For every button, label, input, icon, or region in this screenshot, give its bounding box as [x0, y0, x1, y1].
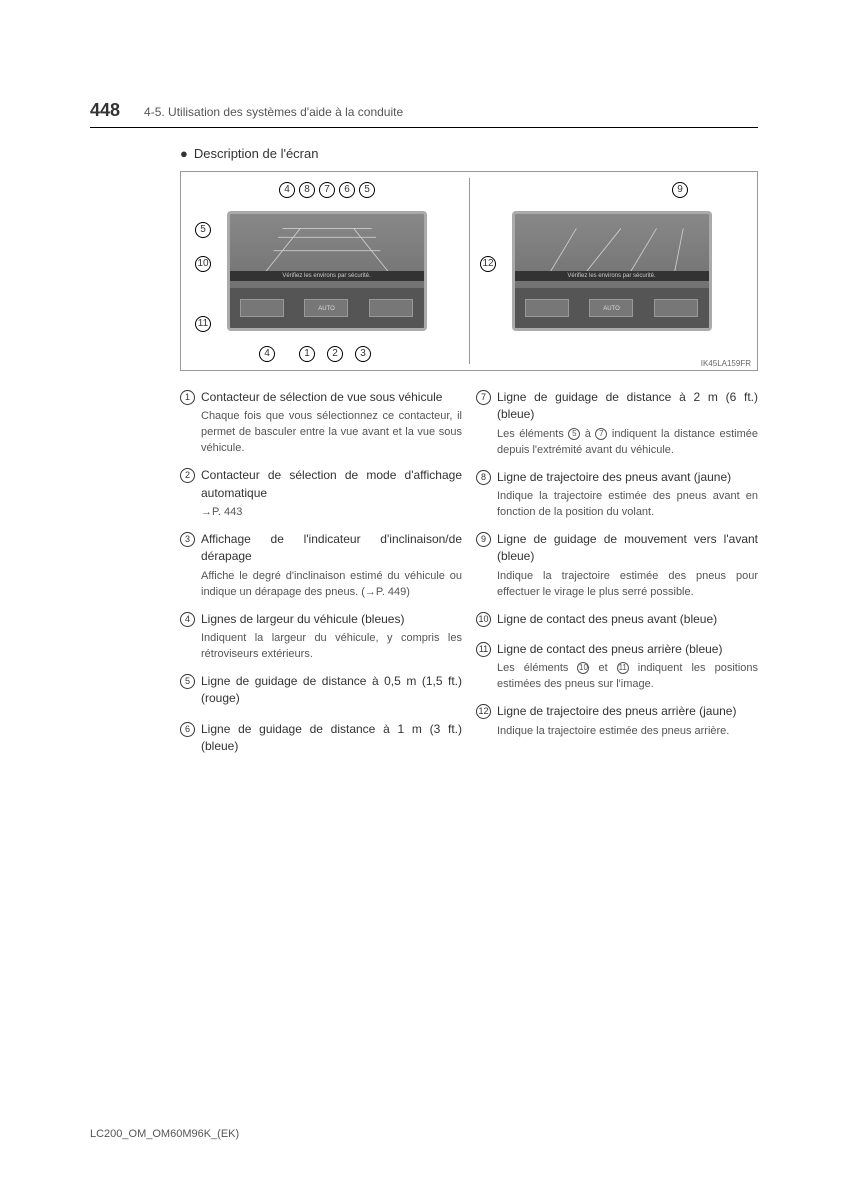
item-number: 6: [180, 722, 195, 737]
figure-right: Vérifiez les environs par sécurité. AUTO…: [472, 178, 751, 364]
callout: 1: [299, 346, 315, 362]
list-item: 10 Ligne de contact des pneus avant (bleu…: [476, 611, 758, 631]
btn-1: [525, 299, 569, 317]
callout: 5: [195, 222, 211, 238]
item-body: Ligne de trajectoire des pneus arrière (…: [497, 703, 758, 739]
btn-1: [240, 299, 284, 317]
callout: 6: [339, 182, 355, 198]
btn-auto: AUTO: [589, 299, 633, 317]
item-body: Contacteur de sélection de mode d'affich…: [201, 467, 462, 521]
right-column: 7 Ligne de guidage de distance à 2 m (6 f…: [476, 389, 758, 768]
item-body: Ligne de guidage de distance à 0,5 m (1,…: [201, 673, 462, 711]
item-number: 8: [476, 470, 491, 485]
item-number: 5: [180, 674, 195, 689]
page-header: 448 4-5. Utilisation des systèmes d'aide…: [90, 100, 758, 128]
item-number: 3: [180, 532, 195, 547]
item-body: Ligne de guidage de distance à 2 m (6 ft…: [497, 389, 758, 459]
callout: 2: [327, 346, 343, 362]
screen-controls: AUTO: [515, 288, 709, 328]
item-desc: Indique la trajectoire estimée des pneus…: [497, 489, 758, 521]
callout: 3: [355, 346, 371, 362]
item-number: 12: [476, 704, 491, 719]
list-item: 9 Ligne de guidage de mouvement vers l'av…: [476, 531, 758, 601]
item-title: Affichage de l'indicateur d'inclinaison/…: [201, 531, 462, 566]
callout: 7: [319, 182, 335, 198]
subheading: Description de l'écran: [180, 146, 758, 161]
figure-divider: [469, 178, 470, 364]
item-desc: Affiche le degré d'inclinaison estimé du…: [201, 569, 462, 601]
item-body: Ligne de guidage de mouvement vers l'ava…: [497, 531, 758, 601]
figure-left: Vérifiez les environs par sécurité. AUTO…: [187, 178, 466, 364]
item-title: Ligne de guidage de distance à 2 m (6 ft…: [497, 389, 758, 424]
warning-band: Vérifiez les environs par sécurité.: [515, 271, 709, 281]
item-number: 1: [180, 390, 195, 405]
item-body: Affichage de l'indicateur d'inclinaison/…: [201, 531, 462, 601]
callout: 5: [359, 182, 375, 198]
page-number: 448: [90, 100, 120, 121]
item-title: Contacteur de sélection de vue sous véhi…: [201, 389, 462, 406]
list-item: 4 Lignes de largeur du véhicule (bleues) I…: [180, 611, 462, 663]
item-desc: Indique la trajectoire estimée des pneus…: [497, 724, 758, 740]
item-title: Ligne de contact des pneus arrière (bleu…: [497, 641, 758, 658]
callout: 10: [195, 256, 211, 272]
left-column: 1 Contacteur de sélection de vue sous véh…: [180, 389, 462, 768]
guide-lines-icon: [525, 224, 699, 273]
list-item: 7 Ligne de guidage de distance à 2 m (6 f…: [476, 389, 758, 459]
item-number: 9: [476, 532, 491, 547]
list-item: 5 Ligne de guidage de distance à 0,5 m (1…: [180, 673, 462, 711]
list-item: 2 Contacteur de sélection de mode d'affic…: [180, 467, 462, 521]
list-item: 1 Contacteur de sélection de vue sous véh…: [180, 389, 462, 457]
list-item: 12 Ligne de trajectoire des pneus arrière…: [476, 703, 758, 739]
callout: 4: [259, 346, 275, 362]
item-title: Ligne de trajectoire des pneus arrière (…: [497, 703, 758, 720]
item-desc: Les éléments 5 à 7 indiquent la distance…: [497, 427, 758, 459]
guide-lines-icon: [240, 224, 414, 273]
item-title: Lignes de largeur du véhicule (bleues): [201, 611, 462, 628]
list-item: 11 Ligne de contact des pneus arrière (bl…: [476, 641, 758, 693]
figure-container: Vérifiez les environs par sécurité. AUTO…: [180, 171, 758, 371]
warning-band: Vérifiez les environs par sécurité.: [230, 271, 424, 281]
figure-code: IK45LA159FR: [701, 359, 751, 368]
item-title: Ligne de contact des pneus avant (bleue): [497, 611, 758, 628]
screen-controls: AUTO: [230, 288, 424, 328]
item-number: 11: [476, 642, 491, 657]
item-body: Lignes de largeur du véhicule (bleues) In…: [201, 611, 462, 663]
item-title: Ligne de trajectoire des pneus avant (ja…: [497, 469, 758, 486]
list-item: 3 Affichage de l'indicateur d'inclinaison…: [180, 531, 462, 601]
item-number: 2: [180, 468, 195, 483]
btn-3: [369, 299, 413, 317]
item-number: 7: [476, 390, 491, 405]
item-desc: Les éléments 10 et 11 indiquent les posi…: [497, 661, 758, 693]
item-body: Ligne de trajectoire des pneus avant (ja…: [497, 469, 758, 521]
item-title: Contacteur de sélection de mode d'affich…: [201, 467, 462, 502]
callout: 9: [672, 182, 688, 198]
list-item: 8 Ligne de trajectoire des pneus avant (j…: [476, 469, 758, 521]
item-desc: Indique la trajectoire estimée des pneus…: [497, 569, 758, 601]
item-body: Ligne de contact des pneus arrière (bleu…: [497, 641, 758, 693]
item-body: Contacteur de sélection de vue sous véhi…: [201, 389, 462, 457]
item-number: 4: [180, 612, 195, 627]
item-number: 10: [476, 612, 491, 627]
section-path: 4-5. Utilisation des systèmes d'aide à l…: [144, 105, 403, 119]
content-columns: 1 Contacteur de sélection de vue sous véh…: [180, 389, 758, 768]
footer-code: LC200_OM_OM60M96K_(EK): [90, 1128, 239, 1140]
item-desc: Indiquent la largeur du véhicule, y comp…: [201, 631, 462, 663]
callout: 8: [299, 182, 315, 198]
btn-3: [654, 299, 698, 317]
item-body: Ligne de contact des pneus avant (bleue): [497, 611, 758, 631]
screen-left: Vérifiez les environs par sécurité. AUTO: [227, 211, 427, 331]
btn-auto: AUTO: [304, 299, 348, 317]
item-title: Ligne de guidage de distance à 0,5 m (1,…: [201, 673, 462, 708]
callout: 12: [480, 256, 496, 272]
item-title: Ligne de guidage de distance à 1 m (3 ft…: [201, 721, 462, 756]
screen-right: Vérifiez les environs par sécurité. AUTO: [512, 211, 712, 331]
callout: 4: [279, 182, 295, 198]
item-title: Ligne de guidage de mouvement vers l'ava…: [497, 531, 758, 566]
callout: 11: [195, 316, 211, 332]
item-desc: →P. 443: [201, 505, 462, 521]
item-desc: Chaque fois que vous sélectionnez ce con…: [201, 409, 462, 457]
item-body: Ligne de guidage de distance à 1 m (3 ft…: [201, 721, 462, 759]
list-item: 6 Ligne de guidage de distance à 1 m (3 f…: [180, 721, 462, 759]
